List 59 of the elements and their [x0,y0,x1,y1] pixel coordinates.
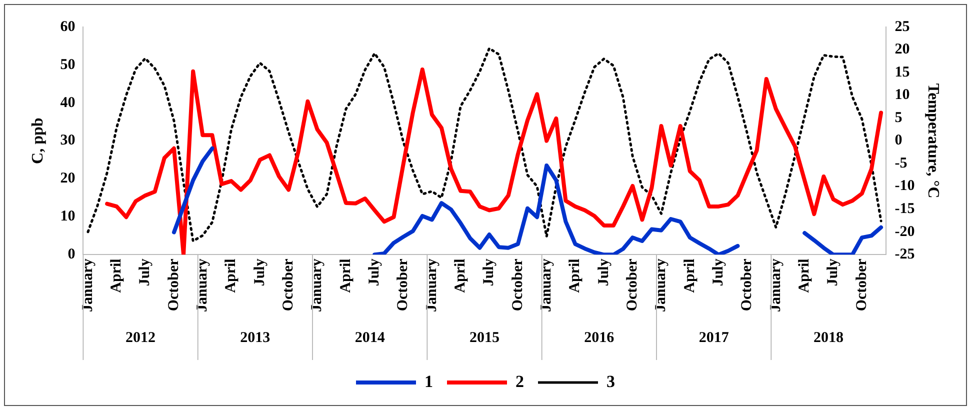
text: 2018 [813,330,844,346]
x-tick-label: October [739,258,756,312]
x-tick-label: October [395,258,412,312]
y2-tick-label: 25 [894,18,910,35]
y-tick-label: 10 [60,208,76,225]
x-tick-label: July [252,258,268,286]
y2-tick-label: -25 [894,246,915,263]
x-tick-label: April [452,258,468,293]
text: 2012 [126,330,156,346]
x-tick-label: July [366,258,382,286]
x-tick-label: April [338,258,354,293]
text: 2016 [584,330,615,346]
x-tick-label: April [108,258,125,293]
x-tick-label: January [309,258,326,312]
y2-tick-label: 0 [894,132,902,149]
y-tick-label: 20 [60,170,76,187]
x-tick-label: April [682,258,698,293]
legend-label: 2 [516,372,524,391]
text: 2015 [470,330,500,346]
x-tick-label: April [223,258,240,293]
text: 2013 [240,330,270,346]
y-tick-label: 30 [60,132,76,149]
text: 2014 [354,330,386,346]
y2-tick-label: -10 [894,178,915,194]
y2-tick-label: -20 [894,224,915,240]
x-tick-label: July [710,258,726,286]
x-tick-label: January [194,258,211,312]
x-tick-label: October [624,258,640,312]
y2-tick-label: 15 [894,64,910,80]
x-tick-label: July [825,258,842,286]
x-tick-label: January [80,258,96,312]
x-tick-label: October [510,258,526,312]
y-tick-label: 50 [60,56,76,73]
x-tick-label: July [596,258,612,286]
y2-tick-label: -5 [894,155,908,172]
x-tick-label: January [538,258,554,312]
text: 2017 [698,330,730,346]
x-tick-label: January [424,258,440,312]
y2-tick-label: 5 [894,110,902,126]
y2-tick-label: 20 [894,42,910,58]
x-tick-label: January [653,258,670,312]
y2-tick-label: 10 [894,87,910,104]
y-tick-label: 60 [60,18,76,35]
x-tick-label: October [166,258,182,312]
y-tick-label: 40 [60,94,76,111]
x-tick-label: April [796,258,812,293]
x-tick-label: October [280,258,297,312]
y-tick-label: 0 [68,246,76,263]
legend-label: 3 [606,372,615,391]
y2-tick-label: -15 [894,201,915,217]
x-tick-label: October [854,258,870,312]
x-tick-label: April [567,258,584,293]
x-tick-label: July [137,258,154,286]
y-axis-title: C, ppb [30,118,47,164]
y2-axis-title: Temperature, °C [924,83,942,198]
x-tick-label: July [481,258,498,286]
legend-label: 1 [424,372,433,391]
x-tick-label: January [768,258,784,312]
line-series [86,47,882,242]
